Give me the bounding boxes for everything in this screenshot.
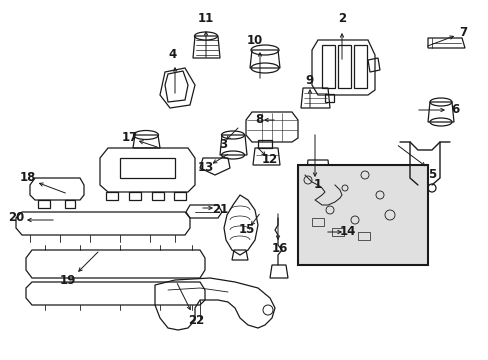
Text: 20: 20: [8, 211, 24, 225]
Text: 18: 18: [20, 171, 36, 184]
Bar: [311, 218, 324, 226]
Bar: [357, 232, 369, 240]
Text: 4: 4: [168, 49, 177, 62]
Text: 14: 14: [339, 225, 355, 238]
Text: 5: 5: [427, 168, 435, 181]
Bar: [331, 228, 343, 236]
Text: 15: 15: [238, 224, 255, 237]
Text: 11: 11: [198, 12, 214, 24]
Text: 10: 10: [246, 33, 263, 46]
Text: 7: 7: [458, 26, 466, 39]
Text: 1: 1: [313, 179, 322, 192]
Text: 16: 16: [271, 242, 287, 255]
Text: 13: 13: [198, 162, 214, 175]
Text: 12: 12: [262, 153, 278, 166]
Text: 17: 17: [122, 131, 138, 144]
Text: 22: 22: [187, 314, 203, 327]
Text: 9: 9: [305, 73, 313, 86]
Text: 2: 2: [337, 12, 346, 24]
Text: 8: 8: [254, 113, 263, 126]
Text: 21: 21: [211, 203, 228, 216]
Text: 19: 19: [60, 274, 76, 287]
Bar: [297, 165, 427, 265]
Text: 6: 6: [450, 104, 458, 117]
Text: 3: 3: [219, 139, 226, 152]
